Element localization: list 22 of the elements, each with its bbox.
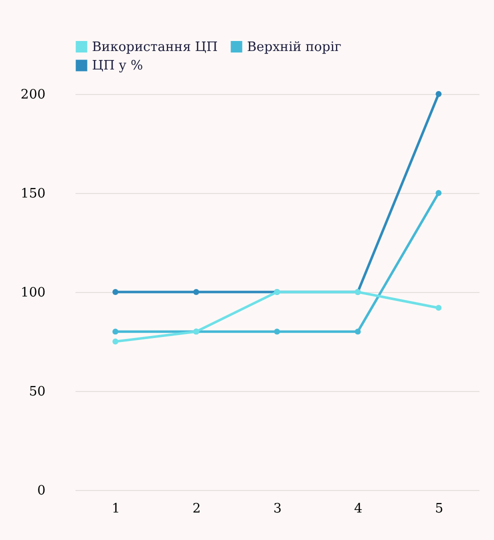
point <box>112 328 118 335</box>
y-tick-label: 0 <box>37 484 46 498</box>
legend-label: ЦП у % <box>92 58 143 74</box>
y-tick-label: 150 <box>20 186 46 202</box>
point <box>193 289 200 295</box>
y-tick-label: 100 <box>20 286 46 300</box>
y-tick-label: 50 <box>28 384 46 400</box>
point <box>354 328 361 335</box>
x-tick-label: 5 <box>434 502 444 516</box>
x-tick-label: 2 <box>192 502 201 516</box>
x-tick-label: 3 <box>273 502 282 516</box>
point <box>436 91 442 97</box>
point <box>112 338 118 344</box>
y-tick-label: 200 <box>20 88 46 102</box>
point <box>112 289 118 295</box>
x-tick-label: 1 <box>112 502 120 516</box>
point <box>436 190 442 196</box>
point <box>436 304 442 311</box>
legend-label: Верхній поріг <box>247 40 342 55</box>
legend-label: Використання ЦП <box>92 40 218 55</box>
point <box>274 328 280 335</box>
x-tick-label: 4 <box>354 502 362 516</box>
